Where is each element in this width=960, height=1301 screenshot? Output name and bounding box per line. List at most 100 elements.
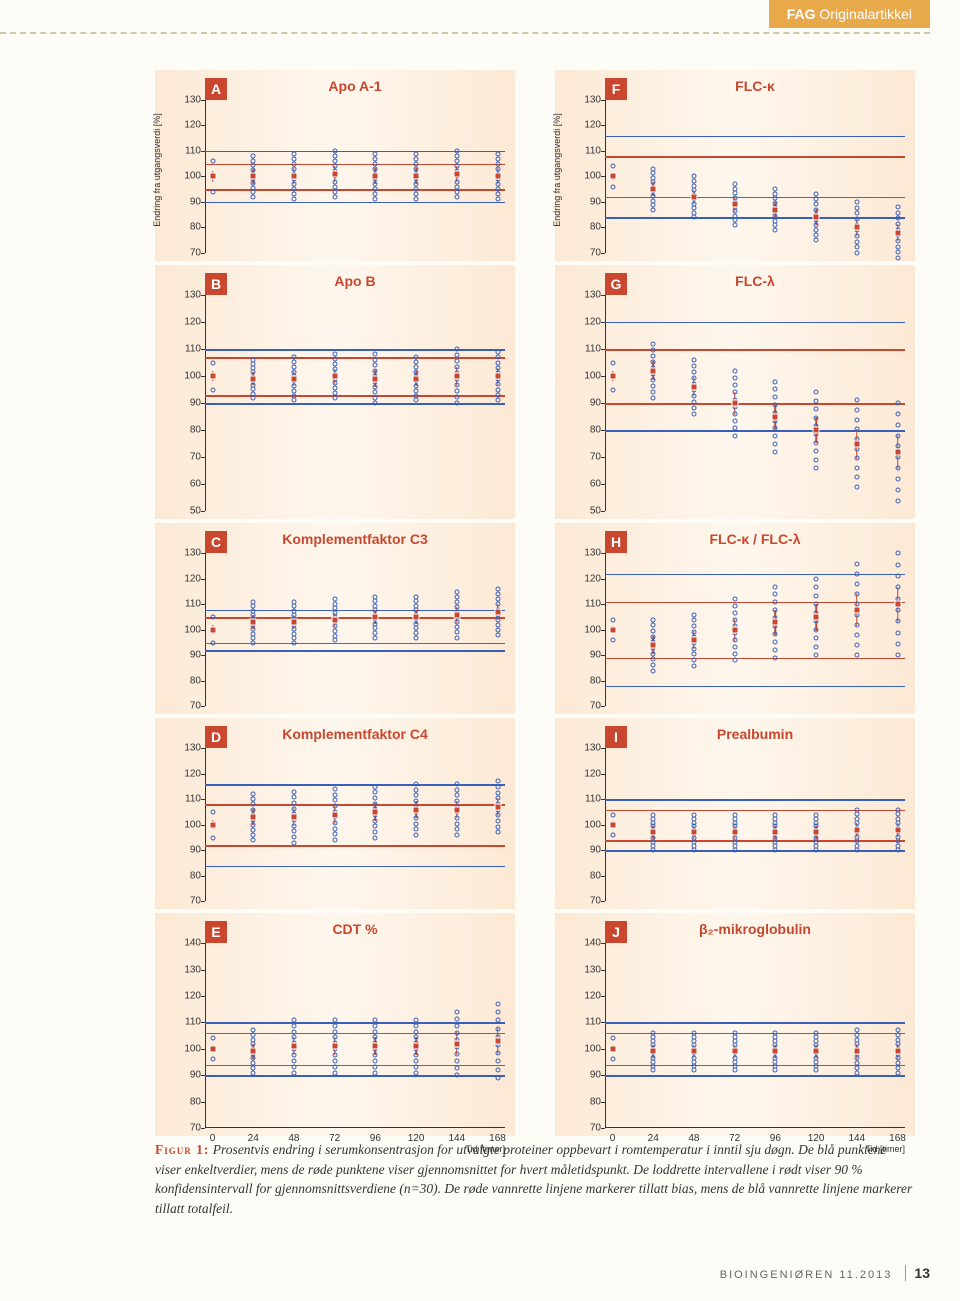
data-point	[814, 207, 819, 212]
data-point	[332, 159, 337, 164]
data-point	[414, 369, 419, 374]
data-point	[814, 576, 819, 581]
ytick: 70	[577, 896, 601, 907]
data-point	[854, 821, 859, 826]
data-point	[332, 1029, 337, 1034]
data-point	[414, 192, 419, 197]
data-point	[651, 359, 656, 364]
mean-point	[494, 803, 501, 810]
data-point	[373, 795, 378, 800]
panel-J: Jβ₂-mikroglobulin70809010011012013014002…	[555, 913, 915, 1136]
bias-line	[205, 845, 505, 847]
data-point	[814, 593, 819, 598]
ytick: 110	[577, 344, 601, 355]
data-point	[651, 347, 656, 352]
data-point	[332, 638, 337, 643]
ytick: 80	[177, 870, 201, 881]
data-point	[454, 189, 459, 194]
data-point	[610, 1057, 615, 1062]
ytick: 70	[577, 247, 601, 258]
data-point	[773, 223, 778, 228]
mean-point	[609, 373, 616, 380]
data-point	[814, 238, 819, 243]
data-point	[251, 613, 256, 618]
data-point	[854, 812, 859, 817]
ytick: 130	[177, 964, 201, 975]
data-point	[495, 1010, 500, 1015]
data-point	[251, 190, 256, 195]
data-point	[373, 818, 378, 823]
data-point	[691, 363, 696, 368]
data-point	[251, 194, 256, 199]
mean-point	[813, 1048, 820, 1055]
ytick: 90	[177, 196, 201, 207]
data-point	[495, 813, 500, 818]
data-point	[332, 1023, 337, 1028]
data-point	[895, 821, 900, 826]
data-point	[414, 398, 419, 403]
data-point	[373, 824, 378, 829]
data-point	[691, 618, 696, 623]
mean-point	[209, 373, 216, 380]
data-point	[373, 401, 378, 406]
data-point	[373, 1023, 378, 1028]
data-point	[454, 827, 459, 832]
data-point	[291, 384, 296, 389]
data-point	[291, 1064, 296, 1069]
data-point	[691, 1030, 696, 1035]
totalfeil-line	[605, 1022, 905, 1024]
data-point	[854, 398, 859, 403]
data-point	[610, 617, 615, 622]
data-point	[854, 592, 859, 597]
data-point	[414, 1017, 419, 1022]
mean-point	[853, 440, 860, 447]
mean-point	[772, 413, 779, 420]
header-tag: FAG Originalartikkel	[769, 0, 930, 28]
data-point	[251, 627, 256, 632]
data-point	[895, 619, 900, 624]
mean-point	[413, 173, 420, 180]
totalfeil-line	[205, 403, 505, 405]
data-point	[291, 829, 296, 834]
data-point	[291, 795, 296, 800]
totalfeil-line	[605, 799, 905, 801]
data-point	[732, 644, 737, 649]
data-point	[210, 387, 215, 392]
data-point	[373, 829, 378, 834]
data-point	[691, 393, 696, 398]
data-point	[332, 148, 337, 153]
data-point	[732, 419, 737, 424]
totalfeil-line	[605, 430, 905, 432]
data-point	[814, 449, 819, 454]
data-point	[773, 600, 778, 605]
data-point	[454, 787, 459, 792]
data-point	[691, 812, 696, 817]
data-point	[691, 210, 696, 215]
data-point	[732, 191, 737, 196]
data-point	[414, 787, 419, 792]
data-point	[414, 599, 419, 604]
mean-point	[690, 829, 697, 836]
data-point	[291, 613, 296, 618]
data-point	[251, 1061, 256, 1066]
data-point	[773, 434, 778, 439]
data-point	[454, 620, 459, 625]
data-point	[651, 341, 656, 346]
mean-point	[813, 427, 820, 434]
totalfeil-line	[605, 1075, 905, 1077]
data-point	[814, 627, 819, 632]
data-point	[495, 1001, 500, 1006]
data-point	[291, 182, 296, 187]
panel-B: BApo B5060708090100110120130	[155, 265, 515, 520]
ytick: 80	[177, 222, 201, 233]
data-point	[332, 154, 337, 159]
data-point	[291, 608, 296, 613]
data-point	[814, 440, 819, 445]
data-point	[854, 653, 859, 658]
data-point	[495, 349, 500, 354]
data-point	[732, 375, 737, 380]
data-point	[495, 192, 500, 197]
ytick: 100	[577, 819, 601, 830]
data-point	[210, 159, 215, 164]
data-point	[773, 647, 778, 652]
